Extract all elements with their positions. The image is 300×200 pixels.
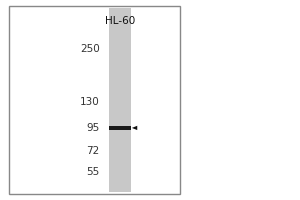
FancyBboxPatch shape bbox=[9, 6, 180, 194]
Polygon shape bbox=[132, 126, 137, 130]
Text: 72: 72 bbox=[86, 146, 100, 156]
FancyBboxPatch shape bbox=[109, 126, 131, 130]
Text: 250: 250 bbox=[80, 44, 100, 54]
FancyBboxPatch shape bbox=[109, 8, 131, 192]
Text: 55: 55 bbox=[86, 167, 100, 177]
Text: 130: 130 bbox=[80, 97, 100, 107]
Text: HL-60: HL-60 bbox=[105, 16, 135, 26]
Text: 95: 95 bbox=[86, 123, 100, 133]
